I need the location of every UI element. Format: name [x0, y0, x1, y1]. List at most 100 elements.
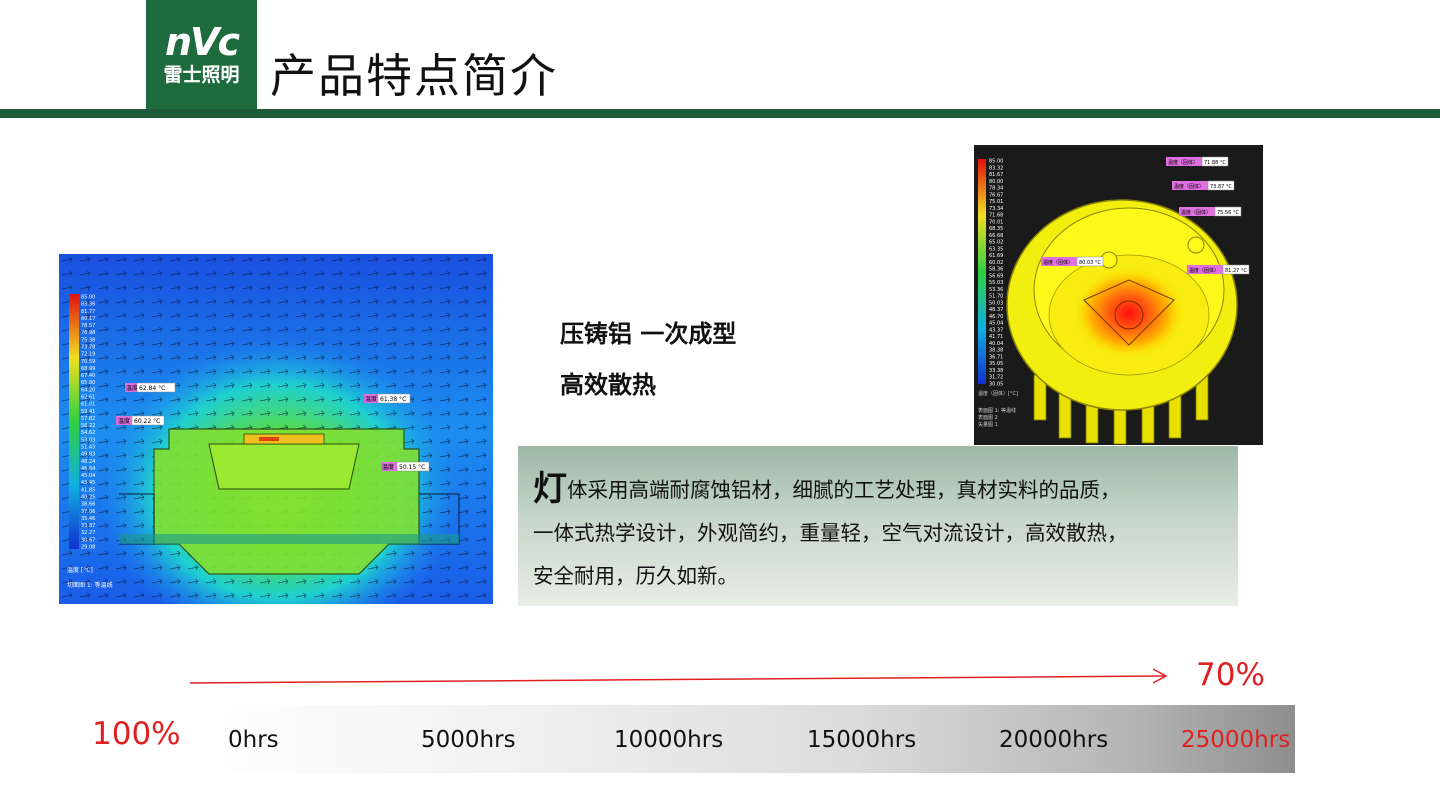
legend-value: 75.38	[81, 337, 95, 343]
svg-text:71.88 °C: 71.88 °C	[1204, 160, 1226, 166]
right-footer-line-2: 表面图 2	[978, 414, 998, 421]
right-probe-1: 温度（固体） 71.88 °C	[1166, 156, 1229, 167]
legend-value: 63.35	[989, 246, 1003, 252]
legend-value: 29.08	[81, 545, 95, 551]
legend-value: 31.72	[989, 375, 1003, 381]
left-probe-2: 温度 60.22 °C	[116, 415, 165, 426]
legend-value: 57.82	[81, 416, 95, 422]
legend-value: 80.17	[81, 316, 95, 322]
legend-value: 51.43	[81, 445, 95, 451]
legend-value: 45.04	[81, 473, 95, 479]
legend-value: 76.67	[989, 192, 1003, 198]
legend-value: 30.05	[989, 382, 1003, 388]
legend-value: 45.04	[989, 321, 1003, 327]
legend-value: 68.35	[989, 226, 1003, 232]
legend-value: 61.01	[81, 402, 95, 408]
legend-value: 35.46	[81, 516, 95, 522]
legend-value: 71.68	[989, 213, 1003, 219]
svg-text:62.84 °C: 62.84 °C	[139, 385, 165, 392]
svg-text:80.03 °C: 80.03 °C	[1079, 260, 1101, 266]
legend-value: 55.03	[989, 280, 1003, 286]
legend-value: 51.70	[989, 294, 1003, 300]
feature-heat-dissipation: 高效散热	[560, 371, 656, 399]
svg-text:温度（固体）: 温度（固体）	[1174, 183, 1204, 190]
tick-20000hrs: 20000hrs	[999, 727, 1109, 753]
legend-value: 46.64	[81, 466, 95, 472]
svg-text:61.38 °C: 61.38 °C	[380, 396, 406, 403]
legend-value: 48.37	[989, 307, 1003, 313]
legend-value: 72.19	[81, 352, 95, 358]
legend-value: 75.01	[989, 199, 1003, 205]
legend-value: 48.24	[81, 459, 95, 465]
description-first-char: 灯	[533, 469, 567, 509]
description-box: 灯体采用高端耐腐蚀铝材，细腻的工艺处理，真材实料的品质， 一体式热学设计，外观简…	[518, 446, 1238, 606]
company-logo: nVc 雷士照明	[146, 0, 257, 109]
description-line-1: 灯体采用高端耐腐蚀铝材，细腻的工艺处理，真材实料的品质，	[533, 469, 1121, 509]
legend-value: 81.77	[81, 309, 95, 315]
legend-value: 37.06	[81, 509, 95, 515]
legend-value: 43.45	[81, 480, 95, 486]
legend-value: 60.02	[989, 260, 1003, 266]
left-probe-1: 温度 62.84 °C	[125, 382, 176, 393]
right-probe-3: 温度（固体） 75.56 °C	[1179, 206, 1242, 217]
end-percent-label: 70%	[1196, 657, 1265, 693]
legend-value: 58.36	[989, 267, 1003, 273]
legend-value: 35.05	[989, 361, 1003, 367]
legend-value: 46.70	[989, 314, 1003, 320]
right-probe-4: 温度（固体） 80.03 °C	[1041, 256, 1104, 267]
right-probe-2: 温度（固体） 73.87 °C	[1172, 180, 1235, 191]
left-probe-4: 温度 50.15 °C	[381, 461, 430, 472]
legend-value: 41.71	[989, 334, 1003, 340]
description-line-2: 一体式热学设计，外观简约，重量轻，空气对流设计，高效散热，	[533, 521, 1128, 545]
tick-15000hrs: 15000hrs	[807, 727, 917, 753]
start-percent-label: 100%	[92, 716, 181, 752]
legend-value: 85.00	[989, 159, 1003, 165]
legend-value: 78.34	[989, 186, 1003, 192]
logo-chinese-text: 雷士照明	[163, 64, 240, 86]
svg-text:温度: 温度	[126, 384, 138, 392]
right-legend-values: 85.0083.3281.6780.0078.3476.6775.0173.34…	[989, 159, 1003, 388]
legend-value: 33.38	[989, 368, 1003, 374]
legend-value: 53.36	[989, 287, 1003, 293]
legend-value: 81.67	[989, 172, 1003, 178]
logo-brand-text: nVc	[165, 20, 240, 64]
legend-value: 83.32	[989, 165, 1003, 171]
legend-value: 32.27	[81, 530, 95, 536]
legend-value: 41.85	[81, 487, 95, 493]
svg-text:温度: 温度	[382, 463, 394, 471]
svg-text:温度（固体）: 温度（固体）	[1168, 159, 1198, 166]
header-divider-bar	[0, 109, 1440, 118]
tick-25000hrs: 25000hrs	[1181, 727, 1291, 753]
legend-value: 62.61	[81, 395, 95, 401]
legend-value: 33.87	[81, 523, 95, 529]
legend-value: 65.80	[81, 380, 95, 386]
svg-text:73.87 °C: 73.87 °C	[1210, 184, 1232, 190]
page-title: 产品特点简介	[270, 49, 558, 103]
legend-value: 83.36	[81, 302, 95, 308]
legend-value: 80.00	[989, 179, 1003, 185]
svg-text:温度: 温度	[365, 395, 377, 403]
feature-die-cast: 压铸铝 一次成型	[560, 320, 737, 348]
right-unit-label: 温度（固体）[°C]	[978, 390, 1018, 397]
tick-5000hrs: 5000hrs	[421, 727, 516, 753]
legend-value: 70.59	[81, 359, 95, 365]
legend-value: 54.62	[81, 430, 95, 436]
decay-arrow	[189, 668, 1168, 684]
description-line-3: 安全耐用，历久如新。	[533, 564, 738, 588]
legend-value: 43.37	[989, 327, 1003, 333]
right-probe-5: 温度（固体） 81.27 °C	[1187, 264, 1250, 275]
svg-text:75.56 °C: 75.56 °C	[1217, 210, 1239, 216]
legend-value: 66.68	[989, 233, 1003, 239]
tick-10000hrs: 10000hrs	[614, 727, 724, 753]
svg-text:50.15 °C: 50.15 °C	[399, 464, 425, 471]
svg-text:60.22 °C: 60.22 °C	[134, 418, 160, 425]
legend-value: 70.01	[989, 219, 1003, 225]
legend-value: 49.83	[81, 452, 95, 458]
left-probe-3: 温度 61.38 °C	[364, 393, 411, 404]
legend-value: 56.22	[81, 423, 95, 429]
legend-value: 67.40	[81, 373, 95, 379]
legend-value: 73.78	[81, 345, 95, 351]
legend-value: 40.04	[989, 341, 1003, 347]
svg-text:温度（固体）: 温度（固体）	[1181, 209, 1211, 216]
